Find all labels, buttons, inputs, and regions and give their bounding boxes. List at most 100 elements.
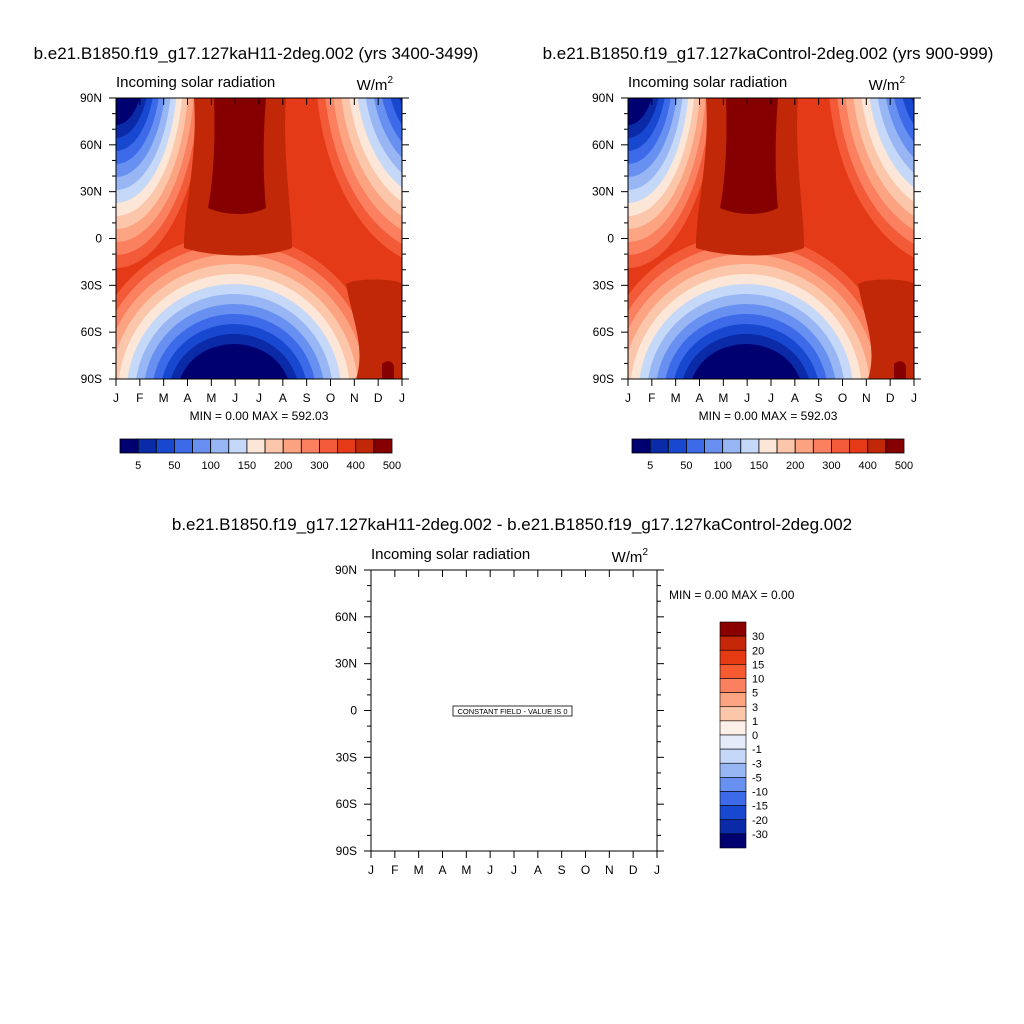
x-tick-label: A bbox=[183, 391, 191, 405]
colorbar-swatch bbox=[831, 438, 851, 454]
y-tick-label: 0 bbox=[350, 704, 357, 718]
panel-3-stats: MIN = 0.00 MAX = 0.00 bbox=[669, 588, 795, 602]
colorbar-swatch bbox=[719, 777, 747, 792]
colorbar-label: -5 bbox=[752, 772, 762, 784]
colorbar-label: 400 bbox=[859, 460, 877, 472]
x-tick-label: N bbox=[605, 863, 614, 877]
colorbar-swatch bbox=[719, 734, 747, 750]
contour-north-left-11 bbox=[628, 98, 652, 125]
colorbar-swatch bbox=[719, 720, 747, 736]
colorbar-label: -10 bbox=[752, 787, 768, 799]
y-tick-label: 90S bbox=[593, 372, 614, 386]
contour-south-max-core bbox=[894, 361, 906, 379]
constant-field-label: CONSTANT FIELD - VALUE IS 0 bbox=[457, 707, 567, 716]
x-tick-label: M bbox=[206, 391, 216, 405]
colorbar-label: -1 bbox=[752, 744, 762, 756]
panel-1-units: W/m2 bbox=[357, 75, 394, 94]
panel-3: b.e21.B1850.f19_g17.127kaH11-2deg.002 - … bbox=[172, 515, 852, 877]
colorbar-label: 3 bbox=[752, 702, 758, 714]
colorbar-swatch bbox=[704, 438, 724, 454]
colorbar-swatch bbox=[210, 438, 230, 454]
x-tick-label: A bbox=[279, 391, 287, 405]
y-tick-label: 90S bbox=[81, 372, 102, 386]
colorbar-label: 5 bbox=[135, 460, 141, 472]
colorbar-label: 20 bbox=[752, 645, 764, 657]
y-tick-label: 0 bbox=[607, 232, 614, 246]
panel-2-units-exp: 2 bbox=[899, 75, 905, 86]
contour-south-max-band bbox=[346, 279, 402, 379]
colorbar-swatch bbox=[173, 438, 193, 454]
contour-north-right-10 bbox=[911, 98, 914, 106]
panel-3-subtitle: Incoming solar radiation bbox=[371, 546, 530, 563]
y-tick-label: 30N bbox=[335, 657, 357, 671]
colorbar-swatch bbox=[192, 438, 212, 454]
colorbar-swatch bbox=[776, 438, 796, 454]
colorbar-swatch bbox=[794, 438, 814, 454]
colorbar-label: 500 bbox=[895, 460, 913, 472]
y-tick-label: 90N bbox=[80, 91, 102, 105]
colorbar-label: 150 bbox=[750, 460, 768, 472]
x-tick-label: A bbox=[791, 391, 799, 405]
colorbar-swatch bbox=[719, 762, 747, 778]
x-tick-label: J bbox=[487, 863, 493, 877]
contour-north-left-11 bbox=[116, 98, 140, 125]
x-tick-label: O bbox=[326, 391, 335, 405]
plot-area-1 bbox=[116, 98, 402, 379]
y-tick-label: 60S bbox=[336, 797, 357, 811]
x-tick-label: F bbox=[136, 391, 143, 405]
colorbar-swatch bbox=[355, 438, 375, 454]
colorbar-swatch bbox=[719, 664, 747, 679]
colorbar-label: 5 bbox=[752, 688, 758, 700]
colorbar-swatch bbox=[740, 438, 760, 454]
colorbar-label: 100 bbox=[713, 460, 731, 472]
colorbar-swatch bbox=[246, 438, 266, 454]
colorbar-swatch bbox=[264, 438, 284, 454]
x-tick-label: A bbox=[534, 863, 542, 877]
x-tick-label: J bbox=[654, 863, 660, 877]
y-tick-label: 30S bbox=[336, 750, 357, 764]
x-tick-label: D bbox=[374, 391, 383, 405]
x-tick-label: M bbox=[671, 391, 681, 405]
colorbar-swatch bbox=[373, 438, 393, 454]
plot-area-2 bbox=[628, 98, 914, 379]
colorbar-swatch bbox=[337, 438, 357, 454]
colorbar-swatch bbox=[228, 438, 248, 454]
x-tick-label: N bbox=[862, 391, 871, 405]
colorbar-swatch bbox=[719, 833, 747, 849]
panel-3-units-exp: 2 bbox=[642, 547, 648, 558]
colorbar-swatch bbox=[719, 819, 747, 835]
x-tick-label: M bbox=[718, 391, 728, 405]
colorbar-2: 5 50 100 150 200 300 400 500 bbox=[631, 438, 913, 472]
colorbar-swatch bbox=[667, 438, 687, 454]
contour-south-arch-11 bbox=[180, 344, 288, 379]
x-tick-label: S bbox=[815, 391, 823, 405]
x-tick-label: J bbox=[232, 391, 238, 405]
x-tick-label: J bbox=[744, 391, 750, 405]
contour-north-right-10 bbox=[399, 98, 402, 106]
colorbar-swatch bbox=[631, 438, 651, 454]
x-tick-label: N bbox=[350, 391, 359, 405]
y-tick-label: 90N bbox=[335, 563, 357, 577]
colorbar-label: 200 bbox=[786, 460, 804, 472]
panel-3-units: W/m2 bbox=[612, 547, 649, 566]
colorbar-label: 150 bbox=[238, 460, 256, 472]
constant-field-box bbox=[452, 705, 573, 717]
y-tick-label: 30N bbox=[592, 185, 614, 199]
y-tick-label: 60N bbox=[335, 610, 357, 624]
y-tick-label: 90S bbox=[336, 844, 357, 858]
colorbar-swatch bbox=[719, 748, 747, 764]
colorbar-label: 500 bbox=[383, 460, 401, 472]
x-tick-label: M bbox=[159, 391, 169, 405]
colorbar-label: 50 bbox=[680, 460, 692, 472]
x-tick-label: J bbox=[399, 391, 405, 405]
colorbar-label: 15 bbox=[752, 659, 764, 671]
colorbar-swatch bbox=[300, 438, 320, 454]
contour-north-max-core bbox=[720, 98, 778, 214]
contour-north-max-core bbox=[208, 98, 266, 214]
colorbar-1: 5 50 100 150 200 300 400 500 bbox=[119, 438, 401, 472]
panel-2-title: b.e21.B1850.f19_g17.127kaControl-2deg.00… bbox=[543, 44, 994, 63]
panel-3-title: b.e21.B1850.f19_g17.127kaH11-2deg.002 - … bbox=[172, 515, 852, 534]
colorbar-swatch bbox=[758, 438, 778, 454]
x-tick-label: J bbox=[113, 391, 119, 405]
